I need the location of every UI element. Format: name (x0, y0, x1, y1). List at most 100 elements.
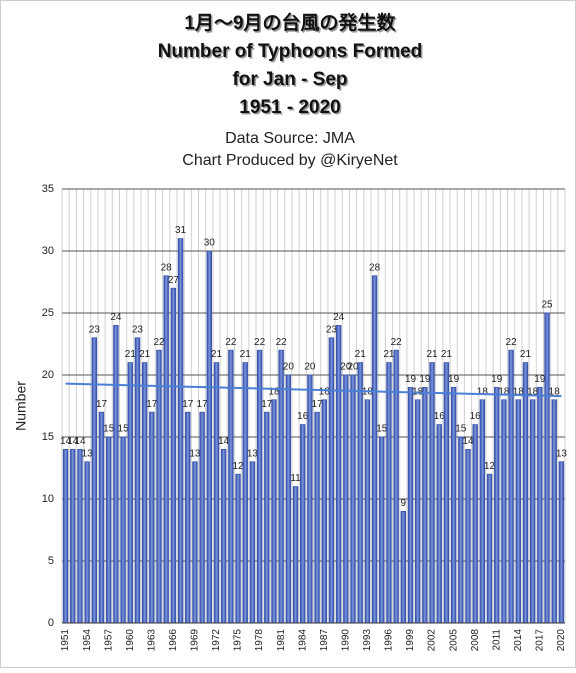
chart-title: 1月～9月の台風の発生数 (184, 11, 396, 34)
bar (220, 448, 227, 624)
x-tick-label: 2020 (556, 629, 567, 652)
value-label: 21 (441, 349, 453, 360)
x-tick-label: 1972 (211, 629, 222, 652)
bar (522, 362, 529, 624)
bar (98, 411, 105, 624)
y-tick-label: 20 (42, 369, 54, 381)
x-tick-label: 1969 (190, 629, 201, 652)
value-label: 9 (401, 498, 407, 509)
value-label: 19 (491, 374, 503, 385)
value-label: 24 (333, 312, 345, 323)
x-tick-label: 2014 (513, 629, 524, 652)
bar (486, 473, 493, 624)
value-label: 16 (470, 411, 482, 422)
bar (170, 287, 177, 624)
value-label: 23 (89, 324, 101, 335)
value-label: 14 (60, 436, 72, 447)
value-label: 18 (477, 386, 489, 397)
y-tick-label: 30 (42, 245, 54, 257)
value-label: 13 (556, 448, 568, 459)
value-label: 20 (304, 362, 316, 373)
value-label: 20 (347, 362, 359, 373)
x-tick-label: 1996 (384, 629, 395, 652)
value-label: 17 (312, 399, 324, 410)
bar (494, 386, 500, 624)
trendline (65, 382, 562, 398)
y-tick-label: 5 (48, 555, 54, 567)
chart-subtitle: Data Source: JMA (225, 130, 355, 147)
chart-title: Number of Typhoons Formed (158, 41, 423, 62)
bar (472, 424, 478, 624)
value-label: 21 (211, 349, 223, 360)
value-label: 12 (232, 461, 244, 472)
y-tick-label: 0 (48, 617, 54, 629)
bar (91, 337, 98, 624)
value-label: 19 (448, 374, 460, 385)
bar (551, 399, 557, 624)
value-label: 21 (240, 349, 252, 360)
value-label: 17 (197, 399, 209, 410)
bar (199, 411, 205, 624)
value-label: 18 (498, 386, 510, 397)
value-label: 21 (139, 349, 151, 360)
value-label: 17 (146, 399, 158, 410)
bar (371, 275, 378, 624)
value-label: 14 (462, 436, 474, 447)
value-label: 22 (225, 337, 237, 348)
value-label: 13 (82, 448, 94, 459)
bar (400, 510, 407, 624)
value-label: 15 (376, 424, 388, 435)
value-label: 17 (261, 399, 273, 410)
bar (328, 337, 335, 624)
x-tick-label: 1993 (362, 629, 373, 652)
x-tick-label: 1966 (168, 629, 179, 652)
bar (285, 374, 292, 624)
value-label: 20 (283, 362, 295, 373)
bar (177, 238, 184, 624)
value-label: 21 (355, 349, 367, 360)
bar (386, 362, 392, 624)
value-label: 18 (319, 386, 331, 397)
value-label: 13 (247, 448, 259, 459)
value-label: 28 (161, 262, 173, 273)
value-label: 22 (506, 337, 518, 348)
value-label: 18 (513, 386, 525, 397)
x-tick-label: 1978 (254, 629, 265, 652)
bar (235, 473, 241, 624)
x-tick-label: 1960 (125, 629, 136, 652)
bar (515, 399, 521, 624)
bar (113, 324, 119, 624)
value-label: 14 (218, 436, 230, 447)
y-tick-label: 15 (42, 431, 54, 443)
bar (192, 461, 198, 624)
value-label: 31 (175, 225, 187, 236)
bar (264, 411, 270, 624)
bar (106, 436, 112, 624)
bar (242, 362, 248, 624)
value-label: 11 (290, 473, 301, 484)
value-label: 25 (541, 300, 553, 311)
bar (156, 349, 162, 624)
value-label: 19 (419, 374, 431, 385)
bar (300, 424, 306, 624)
bar (84, 461, 90, 624)
value-label: 13 (189, 448, 201, 459)
value-label: 17 (182, 399, 194, 410)
x-tick-label: 1957 (103, 629, 114, 652)
value-label: 18 (549, 386, 561, 397)
x-tick-label: 1990 (340, 629, 351, 652)
value-label: 22 (276, 337, 288, 348)
value-label: 17 (96, 399, 108, 410)
x-tick-label: 2011 (491, 629, 502, 651)
x-tick-label: 1954 (82, 629, 93, 652)
bar (529, 399, 536, 624)
x-tick-label: 1951 (60, 629, 71, 652)
x-tick-label: 1975 (233, 629, 244, 652)
bar (321, 399, 327, 624)
chart-title-shadow: for Jan - Sep (234, 71, 349, 92)
x-tick-label: 2005 (448, 629, 459, 652)
chart-title-shadow: Number of Typhoons Formed (159, 43, 424, 64)
value-label: 22 (254, 337, 266, 348)
bar (364, 399, 371, 624)
value-label: 23 (326, 324, 338, 335)
